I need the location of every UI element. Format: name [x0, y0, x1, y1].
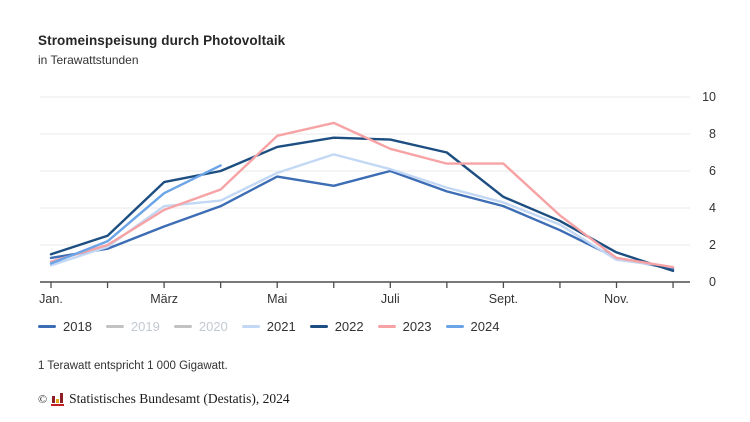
- legend-item-2023[interactable]: 2023: [377, 319, 432, 334]
- legend-swatch-2022: [309, 325, 328, 328]
- y-tick-label-8: 8: [709, 127, 716, 141]
- y-tick-label-0: 0: [709, 275, 716, 289]
- legend-swatch-2023: [377, 325, 396, 328]
- x-tick-label-Jan: Jan.: [39, 292, 63, 306]
- series-line-2021[interactable]: [49, 153, 675, 269]
- legend-item-2018[interactable]: 2018: [38, 319, 92, 334]
- series-line-2022[interactable]: [49, 136, 675, 273]
- copyright-text: Statistisches Bundesamt (Destatis), 2024: [69, 391, 290, 406]
- destatis-logo-icon: [51, 392, 65, 406]
- legend-label-2022: 2022: [334, 319, 364, 334]
- copyright-line: © Statistisches Bundesamt (Destatis), 20…: [38, 391, 290, 407]
- page-subtitle: in Terawattstunden: [38, 53, 139, 67]
- legend-label-2019: 2019: [130, 319, 160, 334]
- legend-label-2023: 2023: [402, 319, 432, 334]
- legend-item-2019[interactable]: 2019: [105, 319, 160, 334]
- x-tick-label-Juli: Juli: [380, 292, 400, 306]
- chart-legend: 2018 2019 2020 2021 2022 2023 2024: [38, 319, 513, 334]
- page-title: Stromeinspeisung durch Photovoltaik: [38, 33, 286, 48]
- x-tick-label-Sept: Sept.: [488, 292, 518, 306]
- legend-swatch-2021: [241, 325, 260, 328]
- legend-label-2021: 2021: [266, 319, 296, 334]
- chart-footnote: 1 Terawatt entspricht 1 000 Gigawatt.: [38, 360, 228, 372]
- legend-item-2022[interactable]: 2022: [309, 319, 364, 334]
- x-tick-label-März: März: [150, 292, 178, 306]
- legend-swatch-2024: [445, 325, 464, 328]
- series-line-2023[interactable]: [49, 121, 675, 269]
- y-tick-label-10: 10: [702, 90, 716, 104]
- legend-label-2018: 2018: [63, 319, 92, 334]
- legend-swatch-2018: [38, 325, 56, 328]
- series-line-2024[interactable]: [49, 164, 222, 265]
- y-tick-label-2: 2: [709, 238, 716, 252]
- series-line-2018[interactable]: [49, 169, 675, 271]
- y-tick-label-4: 4: [709, 201, 716, 215]
- x-tick-label-Nov: Nov.: [604, 292, 629, 306]
- legend-item-2024[interactable]: 2024: [445, 319, 500, 334]
- legend-item-2020[interactable]: 2020: [173, 319, 228, 334]
- legend-swatch-2020: [173, 325, 192, 328]
- x-tick-label-Mai: Mai: [267, 292, 288, 306]
- legend-label-2024: 2024: [470, 319, 500, 334]
- copyright-sign: ©: [38, 391, 48, 406]
- y-tick-label-6: 6: [709, 164, 716, 178]
- legend-label-2020: 2020: [198, 319, 228, 334]
- chart-plot-area: [40, 96, 690, 288]
- legend-swatch-2019: [105, 325, 124, 328]
- legend-item-2021[interactable]: 2021: [241, 319, 296, 334]
